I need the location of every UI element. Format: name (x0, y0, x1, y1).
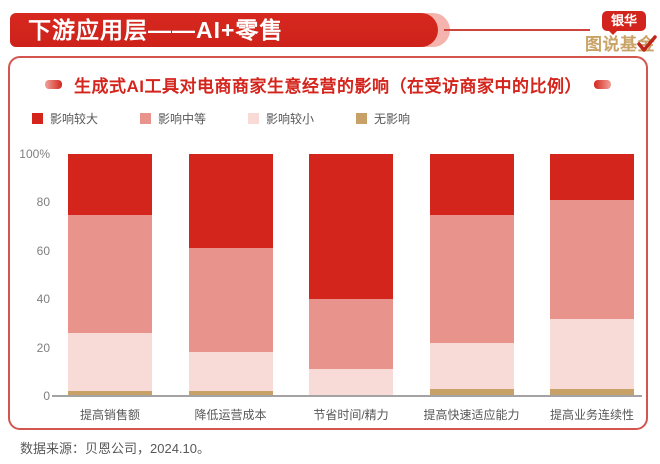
chart-title: 生成式AI工具对电商商家生意经营的影响（在受访商家中的比例） (74, 77, 582, 96)
bar-segment (429, 342, 514, 389)
brand-logo-text: 图说基金 (585, 35, 655, 54)
bar-segment (188, 391, 273, 396)
legend-swatch-icon (356, 113, 368, 124)
title-dash-right-icon (594, 80, 611, 89)
stacked-bar-chart: 影响较大 影响中等 影响较小 无影响 100% 80 60 40 20 0 提高销售额 降低运营成… (10, 58, 650, 432)
legend-swatch-icon (140, 113, 152, 124)
title-dash-left-icon (45, 80, 62, 89)
legend-label: 影响较小 (266, 112, 315, 126)
header-divider-line (444, 29, 590, 31)
y-axis-tick-label: 40 (36, 292, 50, 307)
y-axis-tick-label: 80 (36, 195, 50, 210)
bar-segment (429, 154, 514, 215)
y-axis-tick-label: 20 (36, 340, 50, 355)
chart-card: 生成式AI工具对电商商家生意经营的影响（在受访商家中的比例） 影响较大 影响中等影… (8, 56, 648, 430)
bar-segment (188, 154, 273, 249)
bar-segment (550, 200, 634, 319)
bar-segment (309, 154, 393, 300)
bar-segment (309, 299, 393, 370)
y-axis-tick-label: 100% (19, 147, 50, 161)
bar-column-5: 提高业务连续性 (550, 154, 634, 422)
x-category-label: 提高销售额 (79, 408, 141, 422)
legend-swatch-icon (32, 113, 43, 124)
bar-segment (68, 214, 152, 334)
bar-column-1: 提高销售额 (68, 154, 152, 422)
x-category-label: 提高快速适应能力 (423, 408, 520, 422)
x-axis-line (52, 395, 642, 397)
legend-item: 无影响 (356, 110, 410, 127)
legend-label: 无影响 (374, 112, 411, 126)
legend-label: 影响中等 (158, 112, 207, 126)
y-axis: 100% 80 60 40 20 0 (10, 147, 54, 403)
bar-segment (550, 318, 634, 389)
legend-label: 影响较大 (50, 112, 99, 126)
x-category-label: 降低运营成本 (194, 408, 267, 422)
y-axis-tick-label: 60 (36, 243, 50, 258)
bar-column-3: 节省时间/精力 (309, 154, 393, 422)
x-category-label: 提高业务连续性 (549, 408, 635, 422)
bar-segment (550, 388, 634, 396)
bar-segment (550, 154, 634, 200)
legend: 影响较大 影响中等 影响较小 无影响 (32, 110, 410, 127)
bar-segment (429, 388, 514, 396)
chart-title-row: 生成式AI工具对电商商家生意经营的影响（在受访商家中的比例） (10, 72, 646, 97)
x-category-label: 节省时间/精力 (313, 408, 389, 422)
data-source-note: 数据来源：贝恩公司，2024.10。 (20, 441, 210, 456)
y-axis-tick-label: 0 (43, 389, 50, 403)
plot-area: 提高销售额 降低运营成本 节省时间/精力 提高快速适应能力 提高业务连续性 (68, 154, 634, 422)
checkmark-icon (637, 35, 657, 58)
legend-item: 影响中等 (140, 110, 206, 127)
legend-item: 影响较小 (248, 110, 314, 127)
bar-column-2: 降低运营成本 (188, 154, 273, 422)
legend-swatch-icon (248, 113, 260, 124)
bar-segment (429, 214, 514, 343)
bar-segment (68, 154, 152, 215)
bar-segment (188, 352, 273, 392)
bar-segment (68, 333, 152, 392)
bar-column-4: 提高快速适应能力 (423, 154, 520, 422)
bar-segment (309, 369, 393, 396)
brand-badge: 银华 (602, 11, 646, 35)
bar-segment (188, 248, 273, 353)
legend-item: 影响较大 (32, 110, 98, 127)
page-title: 下游应用层——AI+零售 (10, 13, 438, 47)
bar-segment (68, 391, 152, 396)
